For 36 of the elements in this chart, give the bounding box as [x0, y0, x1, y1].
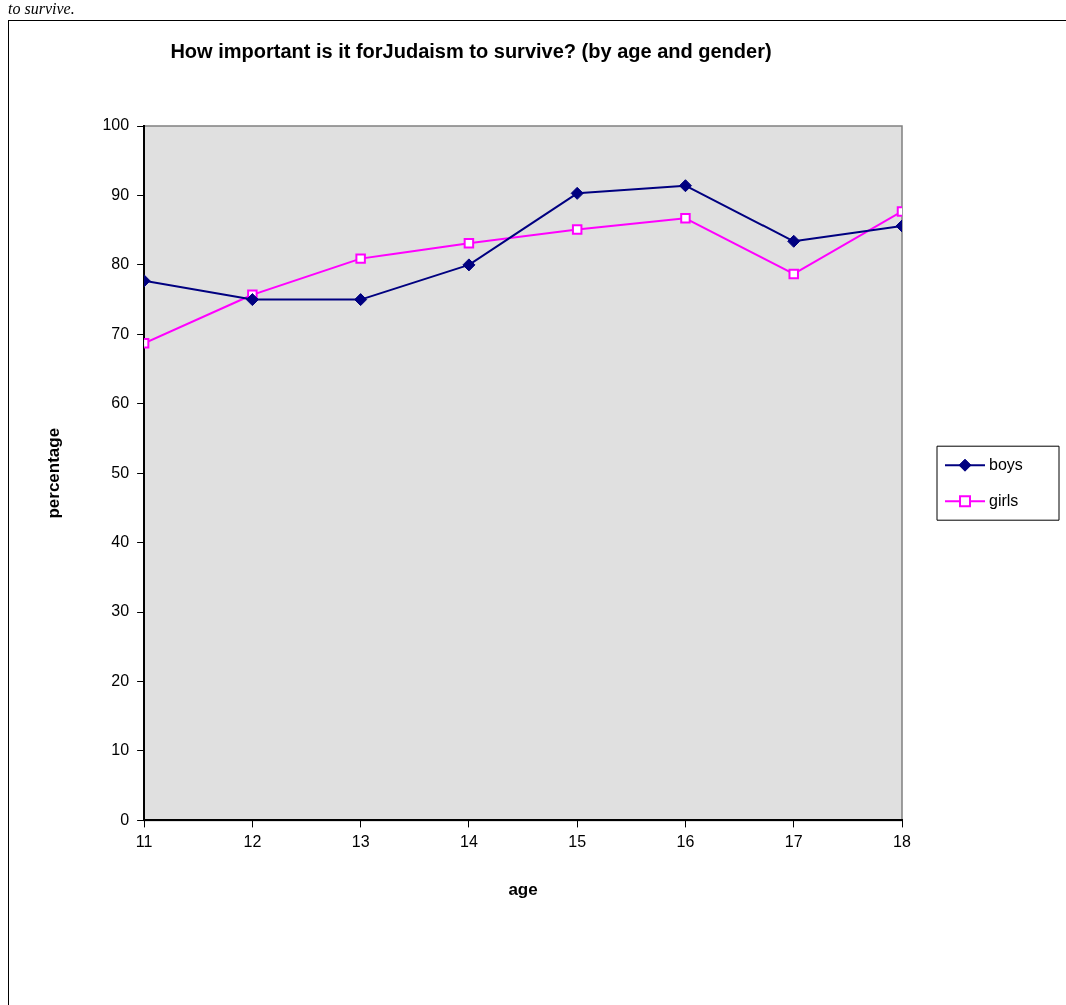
point	[245, 293, 259, 307]
x-axis-title: age	[508, 880, 538, 900]
y-tick-label: 90	[111, 185, 130, 203]
legend-label: girls	[989, 491, 1019, 509]
point	[463, 238, 475, 249]
y-axis-title: percentage	[43, 427, 63, 519]
x-tick-label: 15	[568, 833, 587, 851]
y-tick-label: 50	[111, 463, 130, 481]
point	[788, 268, 799, 280]
y-tick-label: 30	[111, 602, 130, 620]
y-tick-label: 80	[111, 255, 130, 273]
y-tick-label: 20	[111, 671, 130, 689]
chart-title: How important is it forJudaism to survive? (by age and gender)	[170, 39, 772, 62]
y-tick-label: 60	[111, 394, 130, 412]
point	[680, 213, 691, 224]
point	[355, 253, 366, 264]
y-tick-label: 10	[111, 741, 130, 759]
legend-label: boys	[989, 455, 1023, 473]
x-tick-label: 16	[676, 833, 695, 851]
y-tick-label: 0	[120, 810, 130, 828]
point	[571, 224, 583, 235]
y-tick-label: 70	[111, 324, 130, 342]
x-tick-label: 17	[784, 833, 803, 851]
x-tick-label: 14	[460, 833, 478, 851]
y-tick-label: 40	[111, 533, 130, 551]
x-tick-label: 18	[893, 833, 911, 851]
point	[462, 258, 476, 272]
point	[570, 186, 584, 200]
y-tick-label: 100	[102, 116, 130, 134]
point	[787, 234, 801, 248]
point	[678, 179, 692, 193]
x-tick-label: 13	[351, 833, 370, 851]
point	[354, 293, 368, 307]
text: to survive.	[8, 0, 75, 18]
x-tick-label: 12	[243, 833, 262, 851]
x-tick-label: 11	[135, 833, 153, 851]
